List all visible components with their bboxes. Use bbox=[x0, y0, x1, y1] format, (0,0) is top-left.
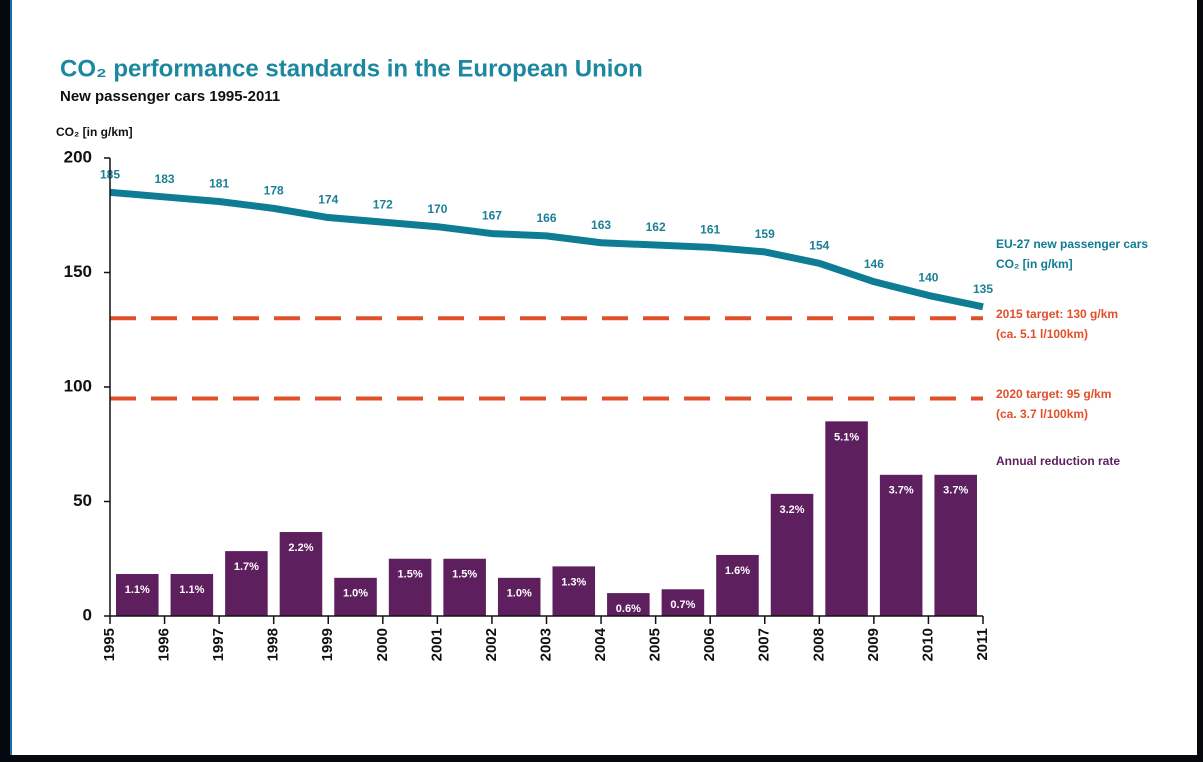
bar bbox=[170, 574, 214, 616]
bar-label: 1.5% bbox=[452, 569, 477, 581]
x-tick-label: 2008 bbox=[810, 628, 827, 661]
point-label: 181 bbox=[209, 177, 229, 191]
y-tick-label: 0 bbox=[83, 605, 92, 624]
point-label: 159 bbox=[755, 227, 775, 241]
reference-label: 2015 target: 130 g/km bbox=[996, 307, 1119, 322]
bar-label: 0.6% bbox=[616, 603, 641, 615]
bar-label: 5.1% bbox=[834, 431, 859, 443]
point-label: 178 bbox=[264, 184, 284, 198]
x-tick-label: 1995 bbox=[101, 628, 118, 661]
point-label: 174 bbox=[318, 193, 338, 207]
y-tick-label: 150 bbox=[64, 262, 92, 281]
page bbox=[10, 0, 1197, 755]
x-tick-label: 2000 bbox=[374, 628, 391, 661]
reference-label: 2020 target: 95 g/km bbox=[996, 387, 1112, 402]
bar bbox=[716, 554, 759, 616]
x-tick-label: 2005 bbox=[647, 628, 664, 661]
point-label: 170 bbox=[427, 202, 447, 216]
bar-label: 1.1% bbox=[125, 584, 150, 596]
chart-title: CO₂ performance standards in the Europea… bbox=[60, 55, 643, 82]
reference-sublabel: (ca. 3.7 l/100km) bbox=[996, 407, 1089, 422]
bar-label: 2.2% bbox=[288, 542, 313, 554]
point-label: 167 bbox=[482, 209, 502, 223]
bar-label: 3.7% bbox=[943, 485, 968, 497]
x-tick-label: 1998 bbox=[265, 628, 282, 661]
point-label: 162 bbox=[646, 220, 666, 234]
x-tick-label: 2001 bbox=[428, 628, 445, 661]
y-tick-label: 100 bbox=[64, 376, 92, 395]
bar bbox=[497, 577, 541, 616]
x-tick-label: 2002 bbox=[483, 628, 500, 661]
legend-label: Annual reduction rate bbox=[996, 454, 1121, 468]
point-label: 172 bbox=[373, 197, 393, 211]
bar bbox=[607, 593, 650, 616]
point-label: 163 bbox=[591, 218, 611, 232]
x-tick-label: 1997 bbox=[210, 628, 227, 661]
bar bbox=[388, 558, 432, 616]
x-tick-label: 2009 bbox=[865, 628, 882, 661]
bar bbox=[116, 574, 159, 616]
bar bbox=[443, 558, 486, 616]
point-label: 135 bbox=[973, 282, 993, 296]
bar bbox=[334, 577, 377, 616]
x-tick-label: 2011 bbox=[974, 628, 991, 661]
point-label: 146 bbox=[864, 257, 884, 271]
bar-label: 1.7% bbox=[234, 561, 259, 573]
x-tick-label: 2010 bbox=[919, 628, 936, 661]
bar bbox=[934, 474, 977, 616]
bar-label: 1.0% bbox=[343, 588, 368, 600]
x-tick-label: 2007 bbox=[756, 628, 773, 661]
y-tick-label: 200 bbox=[64, 147, 92, 166]
x-tick-label: 1996 bbox=[156, 628, 173, 661]
bar bbox=[552, 566, 596, 616]
bar bbox=[279, 532, 323, 616]
x-tick-label: 2004 bbox=[592, 627, 609, 661]
point-label: 183 bbox=[155, 172, 175, 186]
bar-label: 1.3% bbox=[561, 576, 586, 588]
bar bbox=[225, 551, 268, 616]
y-tick-label: 50 bbox=[73, 491, 92, 510]
bar bbox=[770, 493, 814, 616]
point-label: 140 bbox=[918, 271, 938, 285]
bar-label: 3.7% bbox=[889, 485, 914, 497]
bar-label: 1.1% bbox=[179, 584, 204, 596]
bar-label: 1.6% bbox=[725, 565, 750, 577]
point-label: 161 bbox=[700, 222, 720, 236]
bar bbox=[661, 589, 705, 616]
bar-label: 0.7% bbox=[670, 599, 695, 611]
x-tick-label: 2006 bbox=[701, 628, 718, 661]
x-tick-label: 1999 bbox=[319, 628, 336, 661]
legend-label: EU-27 new passenger cars CO₂ [in g/km] bbox=[996, 237, 1149, 271]
bar bbox=[879, 474, 923, 616]
y-axis-label: CO₂ [in g/km] bbox=[56, 125, 133, 139]
bar-label: 3.2% bbox=[779, 504, 804, 516]
bar-label: 1.0% bbox=[507, 588, 532, 600]
point-label: 154 bbox=[809, 239, 829, 253]
reference-sublabel: (ca. 5.1 l/100km) bbox=[996, 327, 1089, 342]
x-tick-label: 2003 bbox=[537, 628, 554, 661]
bar bbox=[825, 421, 868, 616]
chart-subtitle: New passenger cars 1995-2011 bbox=[60, 88, 280, 105]
bar-label: 1.5% bbox=[398, 569, 423, 581]
point-label: 166 bbox=[536, 211, 556, 225]
line bbox=[109, 188, 984, 311]
